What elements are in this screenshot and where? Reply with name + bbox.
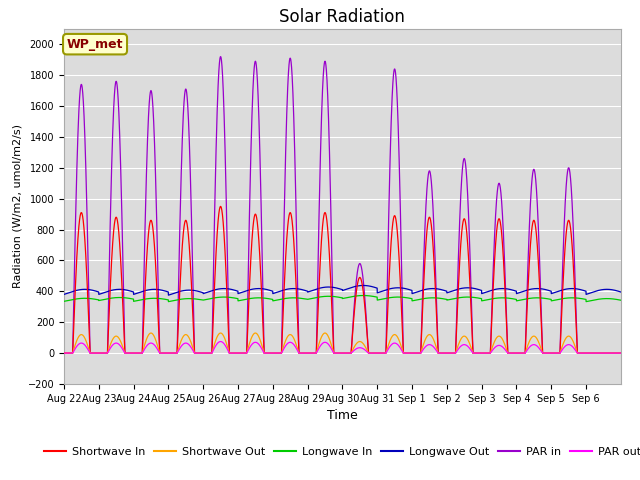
Y-axis label: Radiation (W/m2, umol/m2/s): Radiation (W/m2, umol/m2/s)	[12, 124, 22, 288]
Legend: Shortwave In, Shortwave Out, Longwave In, Longwave Out, PAR in, PAR out: Shortwave In, Shortwave Out, Longwave In…	[40, 443, 640, 462]
Text: WP_met: WP_met	[67, 37, 124, 51]
X-axis label: Time: Time	[327, 409, 358, 422]
Title: Solar Radiation: Solar Radiation	[280, 8, 405, 26]
